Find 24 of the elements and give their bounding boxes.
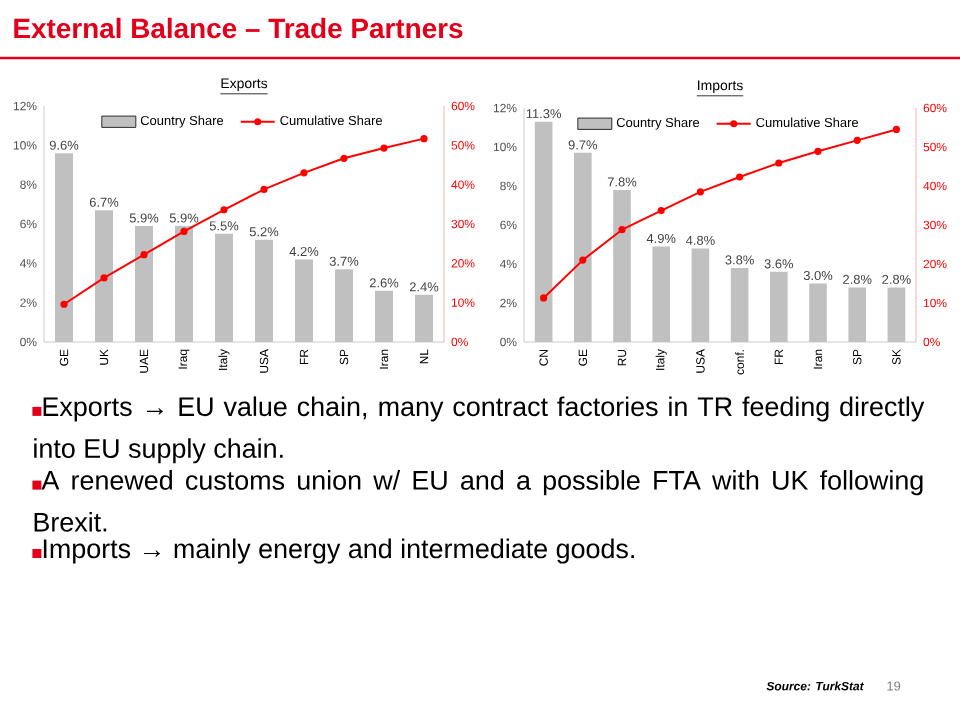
point <box>814 147 822 155</box>
text: External Balance – Trade Partners <box>14 17 463 39</box>
point <box>736 173 744 181</box>
point <box>300 169 308 177</box>
point <box>618 226 626 234</box>
point <box>420 135 428 143</box>
point <box>180 227 188 236</box>
point <box>775 159 783 167</box>
point <box>380 144 388 152</box>
point <box>853 136 861 144</box>
point <box>260 185 268 193</box>
point <box>220 206 228 214</box>
point <box>892 125 901 134</box>
text: Imports → mainly energy and intermediate goods. <box>43 538 634 564</box>
point <box>340 154 348 162</box>
point <box>540 294 548 302</box>
point <box>657 206 665 215</box>
point <box>696 188 705 196</box>
text: Exports → EU value chain, many contract factories in TR feeding directly into EU supply chain. <box>34 396 925 464</box>
text: A renewed customs union w/ EU and a possible FTA with UK following Brexit. <box>34 470 923 532</box>
point <box>579 256 587 264</box>
point <box>60 300 68 308</box>
point <box>100 274 108 282</box>
point <box>140 251 148 259</box>
